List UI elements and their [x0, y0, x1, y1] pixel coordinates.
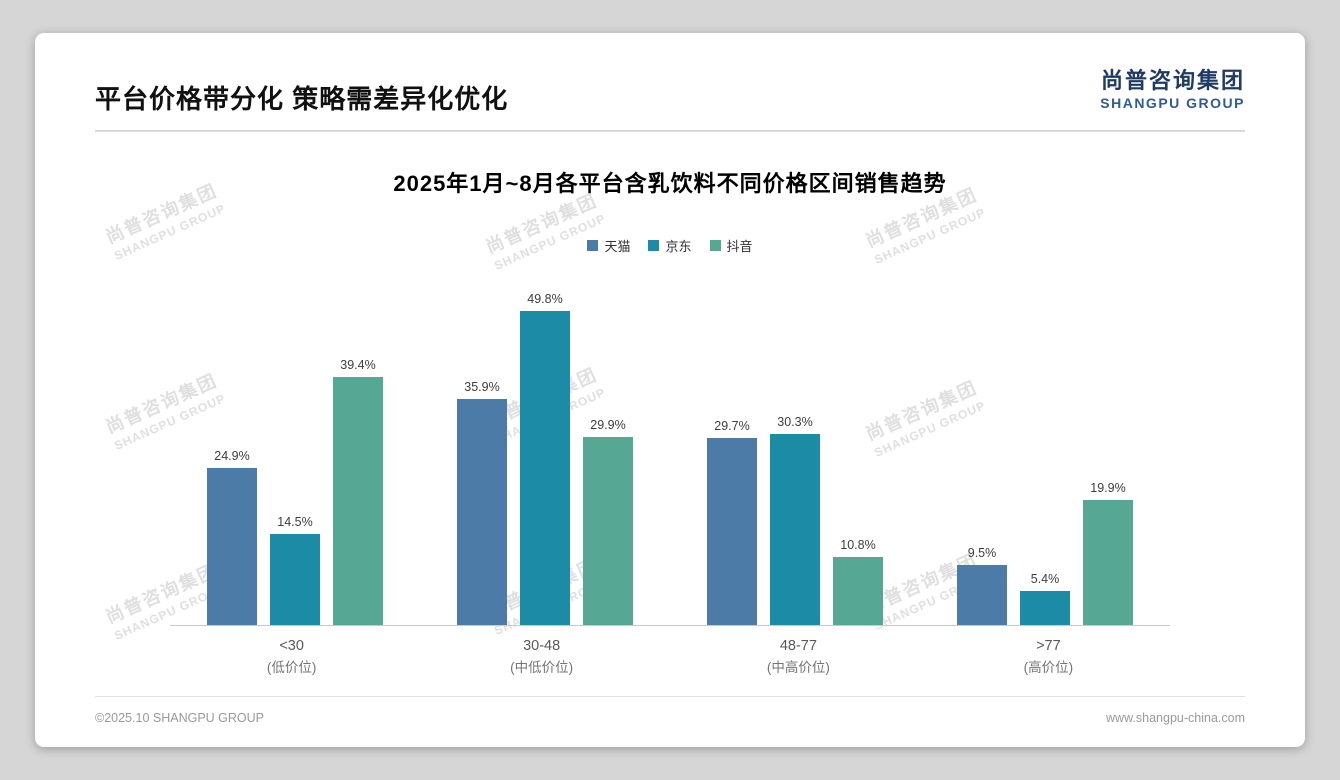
bar-value-label: 5.4%	[1030, 572, 1060, 586]
plot-area: 24.9% 14.5% 39.4% 35.9% 49.8% 29.9% 29.7% 30.3%…	[170, 273, 1170, 678]
x-axis-label-sub: (中高价位)	[766, 659, 830, 675]
bar-group: 24.9% 14.5% 39.4%	[207, 358, 383, 625]
x-axis-label: >77 (高价位)	[1024, 636, 1074, 678]
bar	[1020, 591, 1070, 625]
x-axis-label-main: >77	[1036, 638, 1061, 654]
bar-value-label: 9.5%	[967, 546, 997, 560]
legend-label: 抖音	[726, 239, 753, 254]
bar-value-label: 10.8%	[840, 538, 876, 552]
x-axis-labels: <30 (低价位) 30-48 (中低价位) 48-77 (中高价位) >77 (高价位)	[170, 636, 1170, 678]
x-axis-label-sub: (高价位)	[1023, 659, 1074, 675]
bar-group: 29.7% 30.3% 10.8%	[707, 415, 883, 625]
bar-value-label: 49.8%	[527, 292, 563, 306]
bar-wrap: 9.5%	[957, 546, 1007, 625]
bar-wrap: 35.9%	[457, 380, 507, 625]
chart-title: 2025年1月~8月各平台含乳饮料不同价格区间销售趋势	[393, 171, 947, 196]
legend: 天猫 京东 抖音	[35, 236, 1305, 255]
legend-swatch	[648, 240, 660, 251]
bar-group: 35.9% 49.8% 29.9%	[457, 292, 633, 625]
footer: ©2025.10 SHANGPU GROUP www.shangpu-china…	[95, 696, 1245, 747]
legend-item: 天猫	[587, 236, 630, 255]
title-divider	[95, 130, 1245, 132]
x-axis-line	[170, 625, 1170, 626]
bar-chart: 24.9% 14.5% 39.4% 35.9% 49.8% 29.9% 29.7% 30.3%…	[170, 273, 1170, 625]
bar	[333, 377, 383, 625]
bar	[520, 311, 570, 625]
legend-item: 抖音	[709, 236, 753, 255]
bar-wrap: 39.4%	[333, 358, 383, 625]
x-axis-label: 30-48 (中低价位)	[510, 636, 573, 678]
bar-value-label: 35.9%	[464, 380, 500, 394]
bar-value-label: 29.7%	[714, 419, 750, 433]
bar	[957, 565, 1007, 625]
bar-wrap: 5.4%	[1020, 572, 1070, 625]
legend-label: 京东	[665, 239, 692, 254]
x-axis-label-sub: (中低价位)	[510, 659, 574, 675]
bar	[270, 534, 320, 625]
bar-value-label: 29.9%	[590, 418, 626, 432]
legend-item: 京东	[648, 236, 692, 255]
bar-wrap: 29.7%	[707, 419, 757, 625]
logo-text-cn: 尚普咨询集团	[1100, 68, 1245, 93]
x-axis-label-sub: (低价位)	[266, 659, 317, 675]
bar	[207, 468, 257, 625]
bar	[583, 437, 633, 625]
bar-wrap: 49.8%	[520, 292, 570, 625]
legend-swatch	[587, 240, 599, 251]
bar	[1083, 500, 1133, 625]
bar-wrap: 29.9%	[583, 418, 633, 625]
page-title: 平台价格带分化 策略需差异化优化	[95, 84, 509, 114]
x-axis-label-main: 30-48	[523, 638, 561, 654]
bar-wrap: 19.9%	[1083, 481, 1133, 625]
bar	[833, 557, 883, 625]
bar-value-label: 19.9%	[1090, 481, 1126, 495]
bar-wrap: 10.8%	[833, 538, 883, 625]
bar-group: 9.5% 5.4% 19.9%	[957, 481, 1133, 625]
bar-wrap: 14.5%	[270, 515, 320, 625]
bar	[707, 438, 757, 625]
slide: 尚普咨询集团 SHANGPU GROUP 尚普咨询集团 SHANGPU GROUP …	[35, 33, 1305, 747]
bar-wrap: 30.3%	[770, 415, 820, 625]
x-axis-label: <30 (低价位)	[267, 636, 317, 678]
legend-label: 天猫	[604, 239, 631, 254]
bar	[457, 399, 507, 625]
company-logo: 尚普咨询集团 SHANGPU GROUP	[1100, 67, 1245, 112]
chart-section: 2025年1月~8月各平台含乳饮料不同价格区间销售趋势 天猫 京东 抖音 24.9%…	[35, 132, 1305, 696]
x-axis-label-main: <30	[279, 638, 304, 654]
bar-value-label: 39.4%	[340, 358, 376, 372]
legend-swatch	[709, 240, 721, 251]
bar-value-label: 14.5%	[277, 515, 313, 529]
footer-copyright: ©2025.10 SHANGPU GROUP	[95, 711, 264, 725]
bar	[770, 434, 820, 625]
bar-wrap: 24.9%	[207, 449, 257, 625]
x-axis-label-main: 48-77	[779, 638, 817, 654]
footer-website: www.shangpu-china.com	[1106, 711, 1245, 725]
bar-value-label: 24.9%	[214, 449, 250, 463]
bar-value-label: 30.3%	[777, 415, 813, 429]
logo-text-en: SHANGPU GROUP	[1100, 94, 1245, 111]
x-axis-label: 48-77 (中高价位)	[767, 636, 830, 678]
